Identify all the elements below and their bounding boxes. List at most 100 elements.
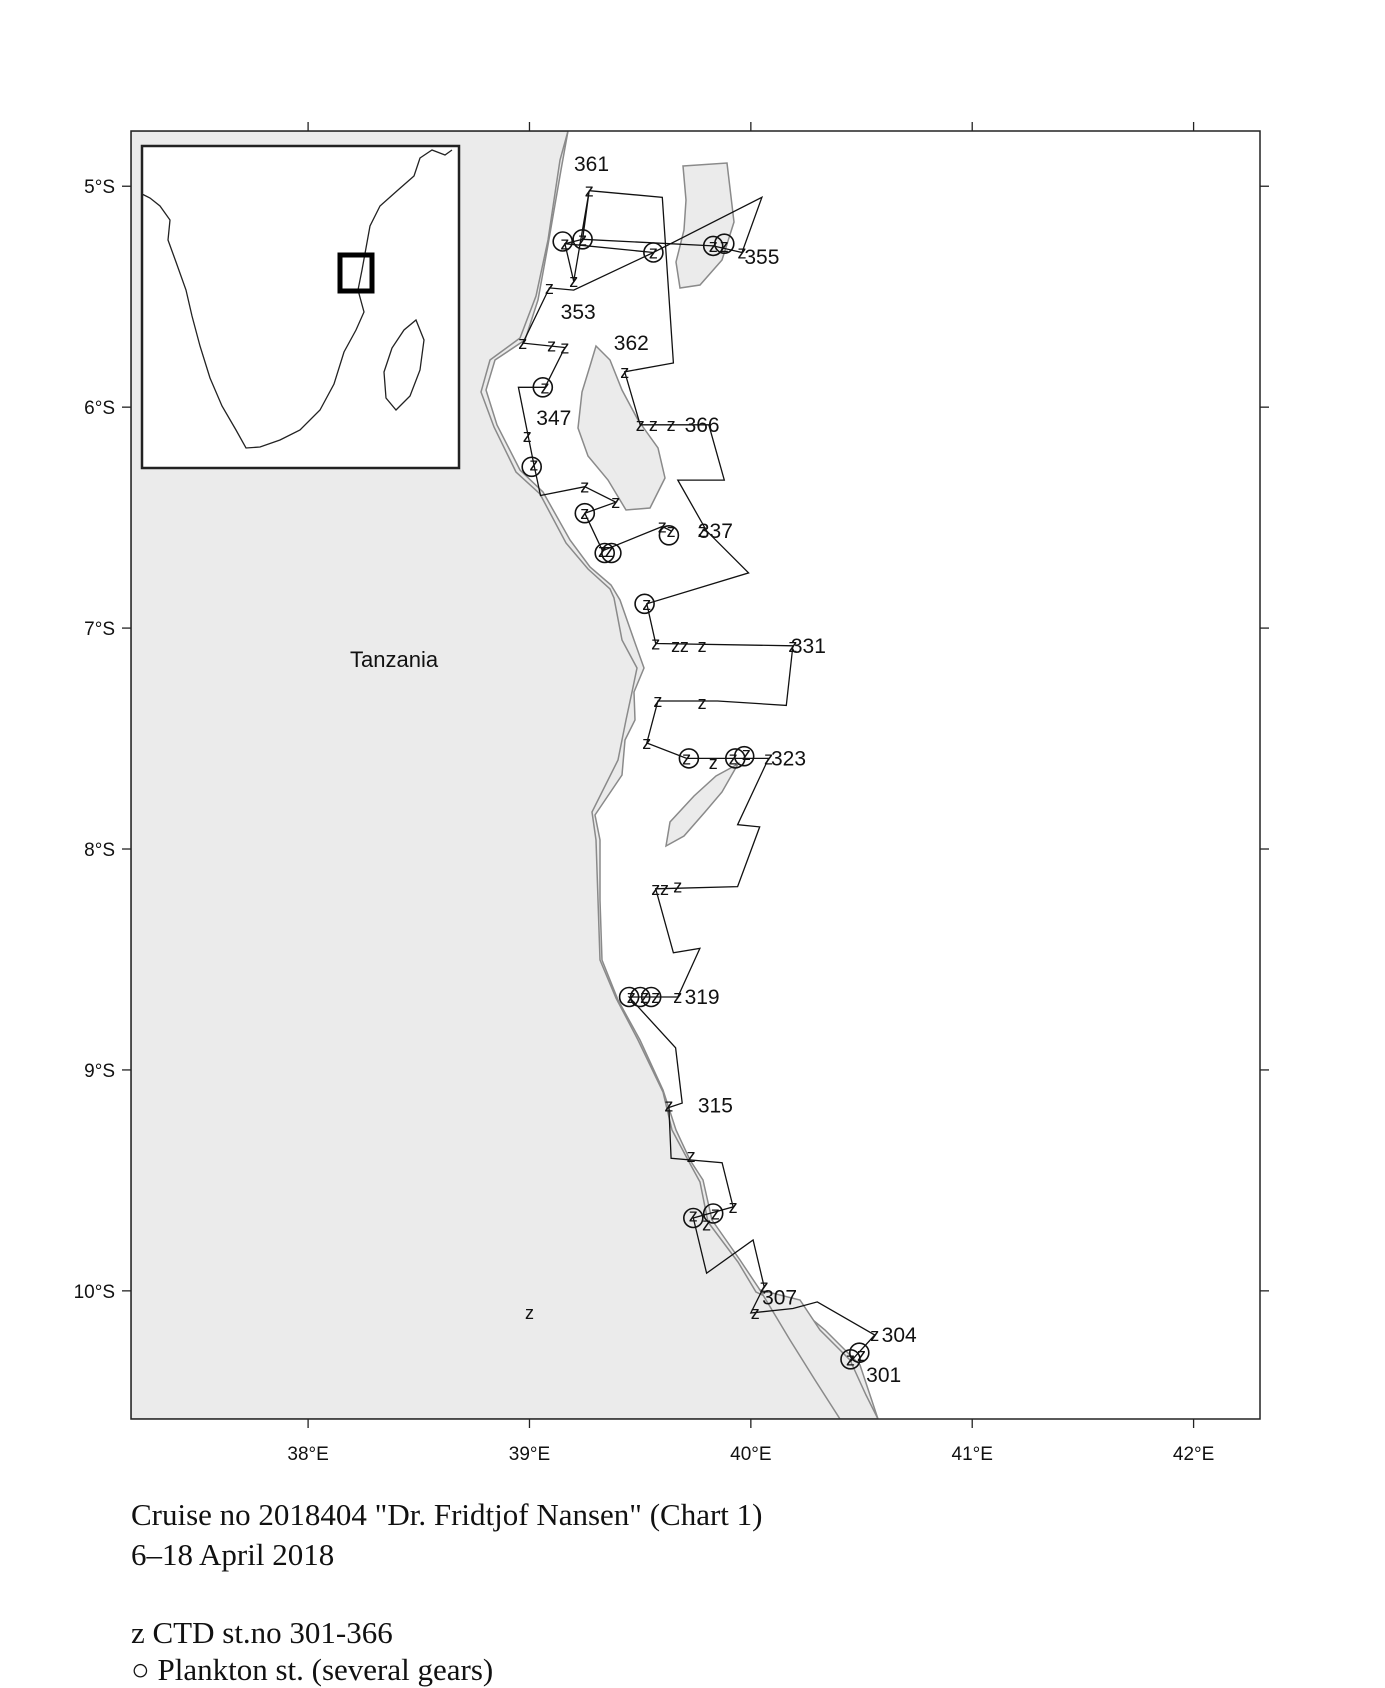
- ctd-station-marker: z: [711, 1204, 720, 1224]
- ctd-station-marker: z: [605, 541, 614, 561]
- country-label: Tanzania: [350, 647, 439, 672]
- ctd-station-marker: z: [545, 278, 554, 298]
- ctd-station-marker: z: [764, 748, 773, 768]
- caption-date: 6–18 April 2018: [131, 1537, 335, 1572]
- ctd-station-marker: z: [682, 748, 691, 768]
- legend-plankton: ○ Plankton st. (several gears): [131, 1652, 494, 1687]
- plankton-station-marker: [521, 456, 543, 478]
- legend-ctd: z CTD st.no 301-366: [131, 1615, 393, 1650]
- ctd-station-marker: z: [729, 748, 738, 768]
- pemba-island: [675, 162, 735, 289]
- ctd-station-marker: z: [523, 426, 532, 446]
- plankton-station-marker: [713, 233, 735, 254]
- station-label: 323: [771, 747, 806, 770]
- ctd-station-marker: z: [870, 1325, 879, 1345]
- plot-frame: [130, 130, 1261, 1420]
- ctd-station-marker: z: [560, 234, 569, 254]
- ctd-station-marker: z: [660, 879, 669, 899]
- inset-africa-outline: [141, 149, 453, 449]
- ctd-station-marker: z: [585, 181, 594, 201]
- ctd-station-marker: z: [651, 634, 660, 654]
- ctd-station-marker: z: [729, 1197, 738, 1217]
- ctd-station-marker: z: [857, 1345, 866, 1365]
- ctd-station-marker: z: [751, 1303, 760, 1323]
- cruise-track: [517, 190, 876, 1363]
- track-segment-2: [564, 190, 764, 282]
- x-tick-label: 39°E: [509, 1444, 550, 1465]
- plankton-station-marker: [682, 1207, 704, 1229]
- station-label: 355: [744, 246, 779, 269]
- plankton-station-marker: [724, 748, 746, 769]
- ctd-station-marker: z: [687, 1146, 696, 1166]
- station-label: 353: [561, 301, 596, 324]
- plankton-station-marker: [634, 593, 655, 615]
- ctd-station-marker: z: [698, 521, 707, 541]
- station-label: 362: [614, 332, 649, 355]
- station-label: 366: [685, 414, 720, 437]
- station-label: 331: [791, 635, 826, 658]
- ctd-station-marker: z: [627, 987, 636, 1007]
- coastline-outline: [480, 131, 823, 1335]
- ctd-station-marker: z: [664, 1095, 673, 1115]
- ctd-station-marker: z: [760, 1276, 769, 1296]
- plankton-station-marker: [643, 242, 664, 263]
- ctd-station-marker: z: [636, 415, 645, 435]
- ctd-station-marker: z: [525, 1303, 534, 1323]
- ctd-station-marker: z: [649, 243, 658, 263]
- ctd-station-marker: z: [518, 333, 527, 353]
- y-tick-label: 8°S: [84, 840, 115, 861]
- southern-shore: [758, 1288, 879, 1419]
- ctd-station-marker: z: [642, 733, 651, 753]
- y-axis: 5°S 6°S 7°S 8°S 9°S 10°S: [74, 177, 1269, 1303]
- plankton-stations: [521, 229, 870, 1370]
- x-tick-label: 41°E: [952, 1444, 993, 1465]
- ctd-station-marker: z: [709, 753, 718, 773]
- plankton-station-marker: [702, 1203, 724, 1224]
- ctd-station-marker: z: [649, 415, 658, 435]
- station-label: 315: [698, 1094, 733, 1117]
- ctd-station-marker: z: [611, 492, 620, 512]
- track-segment-1: [589, 190, 876, 1363]
- ctd-station-marker: z: [720, 236, 729, 256]
- ctd-station-marker: z: [580, 503, 589, 523]
- y-tick-label: 9°S: [84, 1061, 115, 1082]
- station-number-labels: 361 355 353 362 347 366 337 331 323 319 315 307 304 3…: [536, 153, 917, 1387]
- plankton-station-marker: [702, 235, 724, 257]
- zanzibar-island: [577, 344, 666, 511]
- mafia-island: [665, 762, 740, 848]
- ctd-station-marker: z: [658, 517, 667, 537]
- ctd-station-marker: z: [671, 636, 680, 656]
- ctd-station-marker: z: [698, 636, 707, 656]
- plankton-station-marker: [678, 748, 700, 769]
- x-tick-label: 38°E: [287, 1444, 328, 1465]
- ctd-station-marker: z: [673, 877, 682, 897]
- plankton-station-marker: [552, 231, 574, 252]
- ctd-station-marker: z: [788, 636, 797, 656]
- ctd-station-marker: z: [651, 879, 660, 899]
- plankton-station-marker: [658, 524, 680, 546]
- ctd-station-marker: z: [578, 229, 587, 249]
- ctd-station-marker: z: [620, 362, 629, 382]
- ctd-station-marker: z: [529, 455, 538, 475]
- plankton-station-marker: [640, 986, 662, 1008]
- ctd-station-marker: z: [569, 271, 578, 291]
- ctd-station-marker: z: [698, 693, 707, 713]
- station-label: 304: [882, 1324, 917, 1347]
- station-label: 347: [536, 407, 571, 430]
- inset-madagascar: [383, 318, 425, 411]
- ctd-station-marker: z: [560, 338, 569, 358]
- ctd-station-marker: z: [598, 541, 607, 561]
- plankton-station-marker: [601, 542, 622, 564]
- track-segment-3: [517, 251, 672, 552]
- plankton-station-marker: [574, 502, 596, 524]
- plankton-station-marker: [572, 229, 593, 250]
- plankton-station-marker: [618, 986, 640, 1008]
- plankton-station-marker: [848, 1342, 870, 1363]
- y-tick-label: 7°S: [84, 619, 115, 640]
- ctd-station-marker: z: [689, 1206, 698, 1226]
- ctd-station-marker: z: [640, 987, 649, 1007]
- plankton-station-marker: [532, 376, 554, 398]
- ctd-station-marker: z: [846, 1349, 855, 1369]
- ctd-station-marker: z: [642, 594, 651, 614]
